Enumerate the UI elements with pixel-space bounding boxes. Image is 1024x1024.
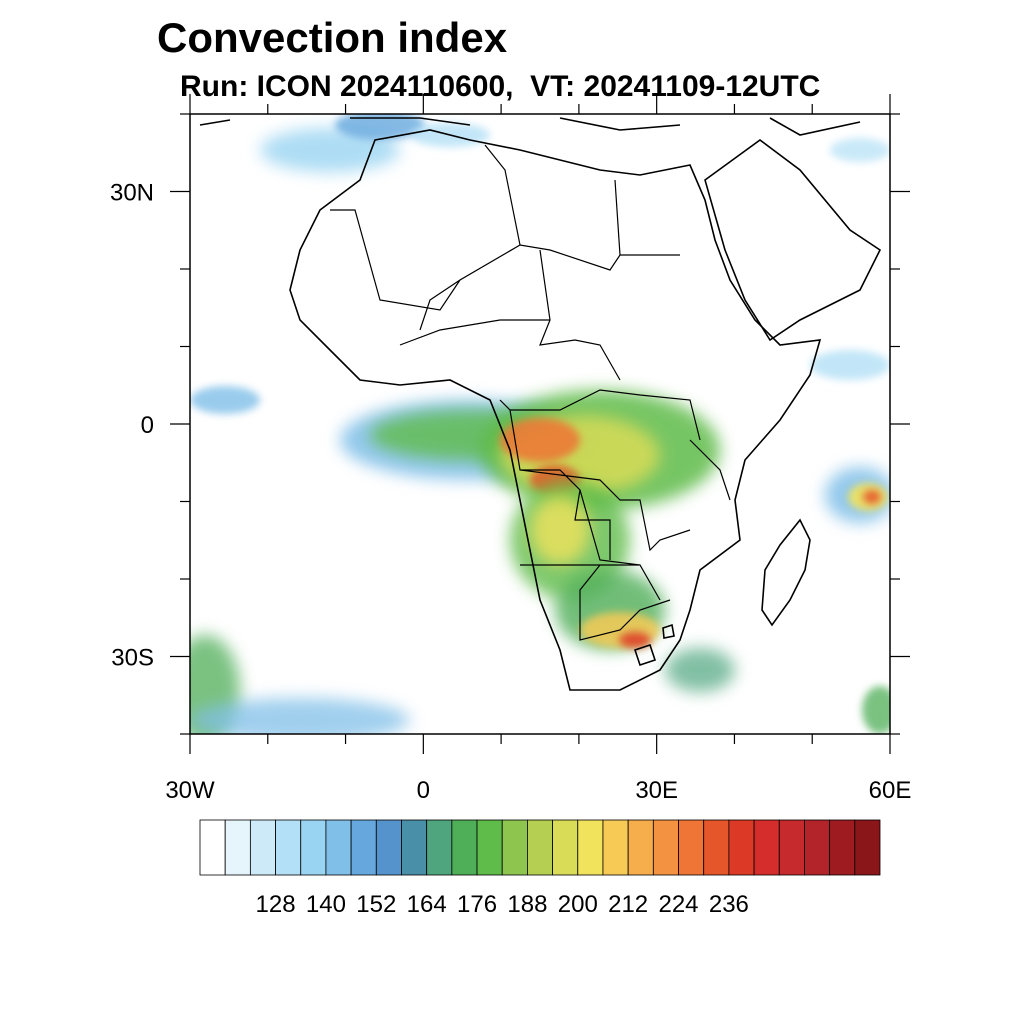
colorbar-swatch [602,819,629,876]
colorbar-swatch [451,819,478,876]
chart-subtitle: Run: ICON 2024110600, VT: 20241109-12UTC [180,70,821,103]
chart-title: Convection index [157,14,508,61]
lat-tick-label: 30N [110,180,154,207]
colorbar-swatch [476,819,503,876]
axis-ticks [170,94,910,754]
axis-tick-labels: 30W 0 30E 60E 30N 0 30S [110,180,911,805]
colorbar-label: 236 [709,891,749,918]
colorbar-swatch [501,819,528,876]
lon-tick-label: 0 [417,777,430,804]
europe-coastline [199,117,861,136]
colorbar-label: 152 [356,891,396,918]
africa-coastline [289,129,822,691]
field-north-4 [830,138,890,162]
madagascar-coastline [761,518,811,627]
colorbar-swatch [375,819,402,876]
colorbar-swatch [627,819,654,876]
colorbar-swatch [804,819,831,876]
coastlines [199,117,882,691]
field-botswana-core [619,632,651,648]
colorbar-swatch [854,819,881,876]
field-congo-core [500,418,580,462]
colorbar-label: 188 [507,891,547,918]
colorbar-label: 200 [558,891,598,918]
lon-tick-label: 30W [165,777,215,804]
colorbar-swatch [249,819,276,876]
colorbar-label: 164 [407,891,447,918]
colorbar-label: 140 [306,891,346,918]
field-somali-coast [810,350,890,380]
country-borders [330,144,731,641]
convection-field [190,114,890,734]
colorbar-swatch [829,819,856,876]
eswatini-border [662,623,675,639]
colorbar-swatch [401,819,428,876]
arabia-coastline [704,139,882,342]
colorbar [199,819,881,876]
colorbar-swatch [728,819,755,876]
colorbar-labels: 128 140 152 164 176 188 200 212 224 236 [256,891,749,918]
colorbar-label: 176 [457,891,497,918]
lat-tick-label: 0 [141,412,154,439]
colorbar-label: 224 [658,891,698,918]
field-angola-inner [530,495,590,565]
colorbar-swatch [552,819,579,876]
colorbar-swatch [652,819,679,876]
field-north-2 [335,114,425,140]
colorbar-label: 128 [256,891,296,918]
colorbar-swatch [350,819,377,876]
colorbar-swatch [275,819,302,876]
colorbar-swatch [224,819,251,876]
field-indian-core [863,490,881,504]
field-natal [665,648,735,692]
colorbar-swatch [778,819,805,876]
field-south-atlantic [190,698,410,734]
colorbar-label: 212 [608,891,648,918]
field-se-corner [862,686,890,734]
colorbar-swatch [577,819,604,876]
colorbar-swatch [753,819,780,876]
colorbar-swatch [325,819,352,876]
lat-tick-label: 30S [111,645,154,672]
lesotho-border [633,643,657,667]
colorbar-swatch [703,819,730,876]
lon-tick-label: 60E [869,777,912,804]
colorbar-swatch [678,819,705,876]
colorbar-swatch [300,819,327,876]
colorbar-swatch [527,819,553,876]
colorbar-swatch [426,819,453,876]
lon-tick-label: 30E [635,777,678,804]
colorbar-swatch [199,819,226,876]
field-west-atlantic [190,386,260,414]
